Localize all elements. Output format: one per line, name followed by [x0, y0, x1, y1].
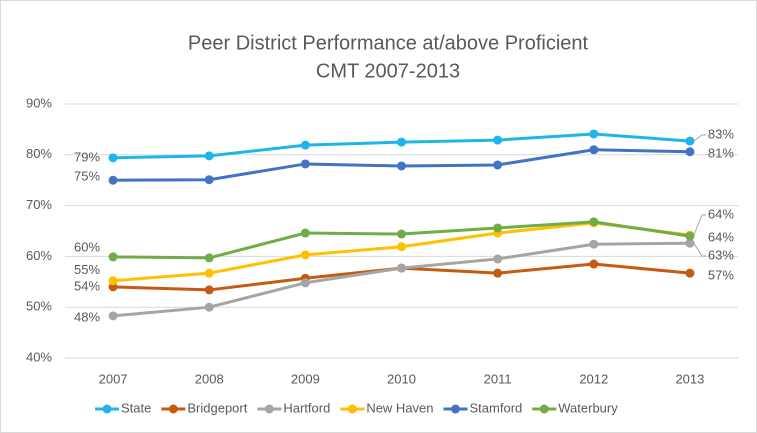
marker: [685, 136, 695, 146]
marker: [685, 238, 695, 248]
legend-marker: [102, 404, 112, 414]
marker: [685, 147, 695, 157]
legend-label: Stamford: [470, 400, 523, 415]
marker: [493, 268, 503, 278]
chart-subtitle: CMT 2007-2013: [316, 60, 460, 82]
y-tick-label: 40%: [26, 349, 52, 364]
x-tick-label: 2007: [99, 371, 128, 386]
marker: [589, 129, 599, 139]
legend-label: New Haven: [366, 400, 433, 415]
marker: [204, 285, 214, 295]
marker: [108, 276, 118, 286]
data-label: 81%: [708, 145, 734, 160]
marker: [300, 250, 310, 260]
marker: [300, 278, 310, 288]
marker: [397, 242, 406, 252]
y-tick-label: 50%: [26, 299, 52, 314]
chart-title: Peer District Performance at/above Profi…: [188, 32, 589, 54]
marker: [397, 161, 406, 171]
marker: [204, 253, 214, 263]
x-tick-label: 2011: [484, 371, 512, 386]
x-tick-label: 2010: [387, 371, 416, 386]
leader-line: [693, 242, 706, 257]
legend-label: State: [121, 400, 151, 415]
marker: [108, 311, 118, 321]
marker: [493, 223, 503, 233]
data-label: 55%: [74, 262, 100, 277]
legend-label: Waterbury: [558, 400, 618, 415]
data-label: 48%: [74, 309, 100, 324]
legend-marker: [264, 404, 274, 414]
y-tick-label: 60%: [26, 248, 52, 263]
leader-line: [693, 134, 706, 142]
marker: [685, 268, 695, 278]
marker: [204, 151, 214, 161]
legend-marker: [451, 404, 461, 414]
x-tick-label: 2012: [579, 371, 608, 386]
x-tick-label: 2008: [195, 371, 224, 386]
leader-line: [693, 214, 706, 236]
data-label: 54%: [74, 278, 100, 293]
marker: [493, 160, 503, 170]
data-label: 57%: [708, 267, 734, 282]
legend-label: Bridgeport: [187, 400, 247, 415]
marker: [108, 252, 118, 262]
legend-marker: [539, 404, 549, 414]
marker: [204, 268, 214, 278]
x-tick-label: 2013: [675, 371, 704, 386]
marker: [589, 217, 599, 227]
y-tick-label: 80%: [26, 146, 52, 161]
legend-label: Hartford: [283, 400, 330, 415]
marker: [589, 259, 599, 269]
legend-marker: [168, 404, 178, 414]
marker: [300, 228, 310, 238]
data-label: 60%: [74, 239, 100, 254]
marker: [397, 229, 406, 239]
data-label: 64%: [708, 229, 734, 244]
data-label: 83%: [708, 126, 734, 141]
marker: [397, 263, 406, 273]
marker: [108, 175, 118, 185]
marker: [300, 159, 310, 169]
marker: [589, 145, 599, 155]
marker: [397, 137, 406, 147]
marker: [685, 231, 695, 241]
marker: [493, 254, 503, 264]
x-tick-label: 2009: [291, 371, 320, 386]
marker: [300, 140, 310, 150]
legend-marker: [347, 404, 357, 414]
marker: [204, 175, 214, 185]
data-label: 75%: [74, 169, 100, 184]
data-label: 79%: [74, 149, 100, 164]
marker: [493, 135, 503, 145]
marker: [589, 239, 599, 249]
y-tick-label: 90%: [26, 95, 52, 110]
y-tick-label: 70%: [26, 197, 52, 212]
data-label: 63%: [708, 247, 734, 262]
data-label: 64%: [708, 206, 734, 221]
marker: [204, 302, 214, 312]
marker: [108, 153, 118, 163]
